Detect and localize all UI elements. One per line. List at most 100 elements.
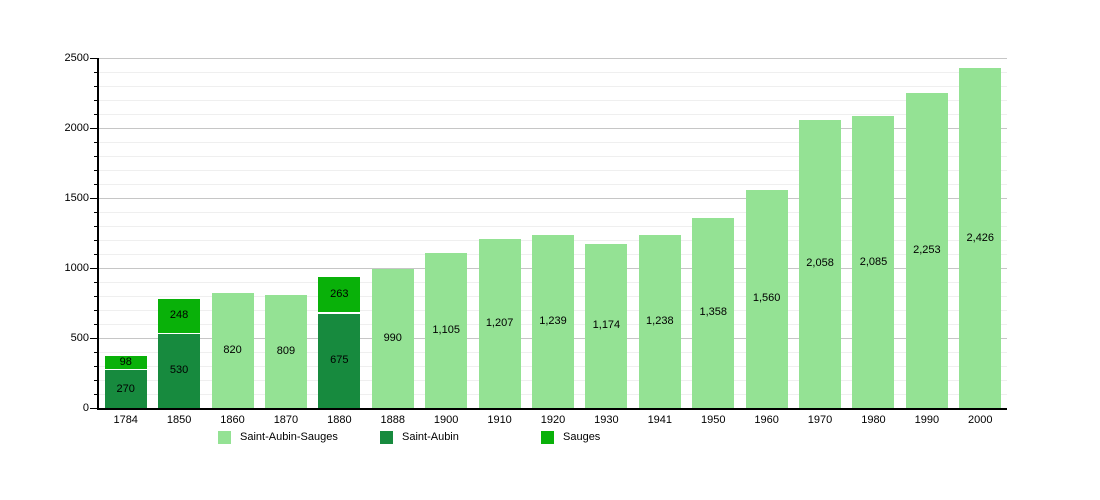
minor-gridline xyxy=(99,226,1007,227)
y-axis-label: 2000 xyxy=(64,122,89,134)
y-axis-minor-tick xyxy=(94,254,98,255)
x-axis-label: 1941 xyxy=(647,414,673,426)
bar-segment-sauges-1850: 248 xyxy=(158,299,201,334)
x-axis-label: 1784 xyxy=(113,414,138,426)
y-axis-minor-tick xyxy=(94,310,98,311)
bar-segment-saint-aubin-sauges-1980: 2,085 xyxy=(852,116,895,408)
legend-label: Saint-Aubin xyxy=(402,431,459,443)
value-label: 1,560 xyxy=(752,292,781,305)
legend-swatch-saint-aubin xyxy=(380,430,393,444)
bar-segment-saint-aubin-1880: 675 xyxy=(318,313,361,408)
major-gridline xyxy=(99,128,1007,129)
y-axis-minor-tick xyxy=(94,156,98,157)
y-axis-minor-tick xyxy=(94,324,98,325)
legend-label: Sauges xyxy=(563,431,601,443)
y-axis-minor-tick xyxy=(94,212,98,213)
legend-item-saint-aubin-sauges: Saint-Aubin-Sauges xyxy=(218,430,338,444)
value-label: 2,085 xyxy=(859,255,888,268)
y-axis-minor-tick xyxy=(94,352,98,353)
bar-segment-saint-aubin-sauges-1910: 1,207 xyxy=(478,239,521,408)
bar-segment-sauges-1784: 98 xyxy=(104,356,147,371)
value-label: 1,105 xyxy=(432,324,460,337)
y-axis-label: 0 xyxy=(82,402,89,414)
value-label: 2,253 xyxy=(913,243,941,256)
bar-segment-saint-aubin-sauges-1870: 809 xyxy=(264,294,307,408)
value-label: 1,207 xyxy=(485,317,514,329)
value-label: 2,426 xyxy=(966,231,995,244)
y-axis-label: 1500 xyxy=(64,192,89,204)
minor-gridline xyxy=(99,72,1007,73)
value-label: 809 xyxy=(276,344,296,357)
y-axis-minor-tick xyxy=(94,282,98,283)
x-axis-label: 1870 xyxy=(273,414,299,426)
legend-swatch-sauges xyxy=(541,430,554,444)
minor-gridline xyxy=(99,212,1007,213)
y-axis-label: 500 xyxy=(70,332,89,344)
x-axis-label: 2000 xyxy=(968,414,993,426)
y-axis-label: 1000 xyxy=(64,262,89,274)
minor-gridline xyxy=(99,86,1007,87)
bar-segment-saint-aubin-sauges-1990: 2,253 xyxy=(905,92,948,408)
value-label: 248 xyxy=(169,309,189,322)
x-axis-label: 1930 xyxy=(594,414,619,426)
bar-segment-saint-aubin-sauges-1950: 1,358 xyxy=(692,217,735,408)
bar-segment-saint-aubin-sauges-1860: 820 xyxy=(211,293,254,408)
y-axis-minor-tick xyxy=(94,296,98,297)
x-axis-label: 1880 xyxy=(327,414,352,426)
minor-gridline xyxy=(99,184,1007,185)
y-axis-tick xyxy=(90,58,98,59)
x-axis-label: 1960 xyxy=(754,414,779,426)
minor-gridline xyxy=(99,170,1007,171)
x-axis-label: 1990 xyxy=(914,414,940,426)
y-axis-minor-tick xyxy=(94,184,98,185)
bar-segment-sauges-1880: 263 xyxy=(318,276,361,314)
bar-segment-saint-aubin-sauges-1920: 1,239 xyxy=(532,234,574,408)
bar-segment-saint-aubin-sauges-1930: 1,174 xyxy=(585,243,628,408)
x-axis-label: 1888 xyxy=(380,414,405,426)
y-axis-tick xyxy=(90,268,98,269)
x-axis-label: 1850 xyxy=(166,414,192,426)
x-axis-label: 1920 xyxy=(540,414,566,426)
minor-gridline xyxy=(99,142,1007,143)
x-axis-label: 1910 xyxy=(487,414,512,426)
bar-segment-saint-aubin-sauges-1941: 1,238 xyxy=(638,234,681,408)
bar-segment-saint-aubin-1850: 530 xyxy=(158,333,201,408)
x-axis-label: 1860 xyxy=(220,414,245,426)
value-label: 263 xyxy=(330,288,349,301)
y-axis-tick xyxy=(90,338,98,339)
x-axis-label: 1950 xyxy=(700,414,726,426)
y-axis-minor-tick xyxy=(94,366,98,367)
bar-segment-saint-aubin-sauges-1888: 990 xyxy=(371,269,414,408)
y-axis-minor-tick xyxy=(94,240,98,241)
y-axis-minor-tick xyxy=(94,380,98,381)
y-axis-minor-tick xyxy=(94,394,98,395)
value-label: 1,358 xyxy=(699,306,727,319)
y-axis-minor-tick xyxy=(94,72,98,73)
y-axis-minor-tick xyxy=(94,142,98,143)
legend-label: Saint-Aubin-Sauges xyxy=(240,431,338,443)
bar-segment-saint-aubin-sauges-2000: 2,426 xyxy=(959,68,1002,408)
value-label: 1,238 xyxy=(646,314,674,327)
legend-swatch-saint-aubin-sauges xyxy=(218,430,231,444)
legend-item-sauges: Sauges xyxy=(541,430,600,444)
y-axis-tick xyxy=(90,128,98,129)
bar-segment-saint-aubin-sauges-1970: 2,058 xyxy=(799,119,842,408)
value-label: 98 xyxy=(119,356,132,369)
value-label: 820 xyxy=(223,344,242,357)
x-axis-label: 1980 xyxy=(861,414,886,426)
y-axis-label: 2500 xyxy=(64,52,89,64)
y-axis-minor-tick xyxy=(94,100,98,101)
y-axis-minor-tick xyxy=(94,114,98,115)
bar-segment-saint-aubin-1784: 270 xyxy=(104,370,147,408)
value-label: 530 xyxy=(169,364,189,377)
minor-gridline xyxy=(99,100,1007,101)
value-label: 1,174 xyxy=(592,319,621,332)
y-axis-minor-tick xyxy=(94,226,98,227)
y-axis-tick xyxy=(90,198,98,199)
x-axis-label: 1970 xyxy=(807,414,833,426)
legend-item-saint-aubin: Saint-Aubin xyxy=(380,430,459,444)
major-gridline xyxy=(99,58,1007,59)
minor-gridline xyxy=(99,114,1007,115)
value-label: 990 xyxy=(383,332,402,345)
value-label: 2,058 xyxy=(806,257,834,270)
